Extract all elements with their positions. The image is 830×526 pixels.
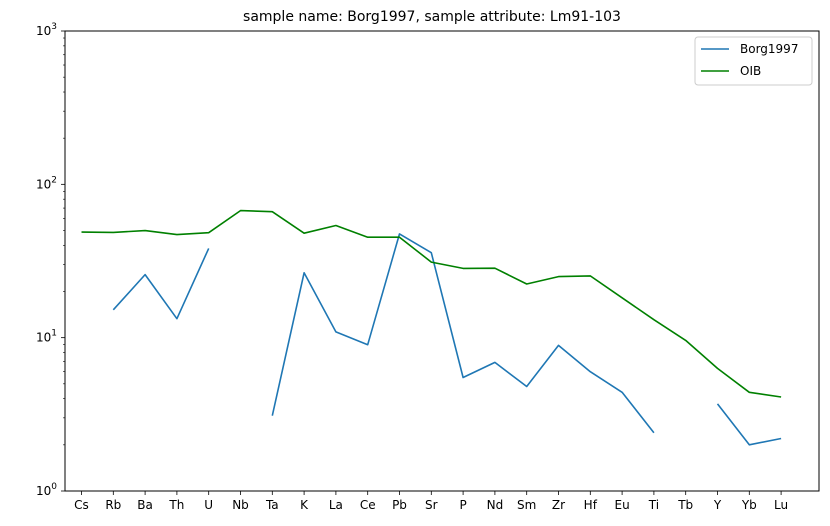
x-tick-label: La	[329, 498, 343, 512]
plot-area	[81, 209, 782, 446]
axes: Cs Rb Ba Th U Nb Ta K La Ce Pb Sr P Nd Sm Zr Hf Eu Ti Tb Y Yb…	[36, 22, 788, 512]
x-tick-label: P	[459, 498, 466, 512]
y-tick-label: 103	[36, 22, 57, 38]
series-line	[271, 233, 655, 434]
x-tick-label: Sm	[517, 498, 536, 512]
y-tick-label: 101	[36, 329, 57, 345]
chart-title: sample name: Borg1997, sample attribute:…	[243, 9, 621, 25]
x-tick-label: Th	[168, 498, 184, 512]
x-tick-label: Ba	[137, 498, 153, 512]
series-line	[81, 209, 782, 398]
x-tick-label: Yb	[741, 498, 757, 512]
x-tick-label: Sr	[425, 498, 438, 512]
x-tick-label: U	[204, 498, 213, 512]
legend-label: OIB	[740, 64, 761, 78]
x-tick-label: Hf	[584, 498, 598, 512]
x-tick-label: Ce	[360, 498, 376, 512]
x-tick-label: Nd	[487, 498, 504, 512]
y-tick-label: 100	[36, 482, 57, 498]
y-tick-label: 102	[36, 175, 57, 191]
x-tick-label: Nb	[232, 498, 249, 512]
series-line	[112, 248, 210, 320]
x-tick-label: Tb	[677, 498, 693, 512]
series-oib	[81, 209, 782, 398]
x-tick-label: K	[300, 498, 309, 512]
x-tick-label: Y	[713, 498, 722, 512]
legend: Borg1997 OIB	[694, 36, 813, 86]
x-tick-label: Zr	[552, 498, 565, 512]
x-tick-label: Rb	[105, 498, 121, 512]
legend-label: Borg1997	[740, 42, 798, 56]
plot-frame	[64, 30, 820, 492]
x-tick-label: Ti	[648, 498, 659, 512]
x-tick-label: Lu	[774, 498, 788, 512]
x-tick-label: Eu	[615, 498, 630, 512]
series-line	[716, 403, 782, 446]
x-tick-label: Ta	[265, 498, 279, 512]
x-tick-label: Cs	[74, 498, 89, 512]
x-tick-label: Pb	[392, 498, 407, 512]
series-borg1997	[112, 233, 782, 446]
